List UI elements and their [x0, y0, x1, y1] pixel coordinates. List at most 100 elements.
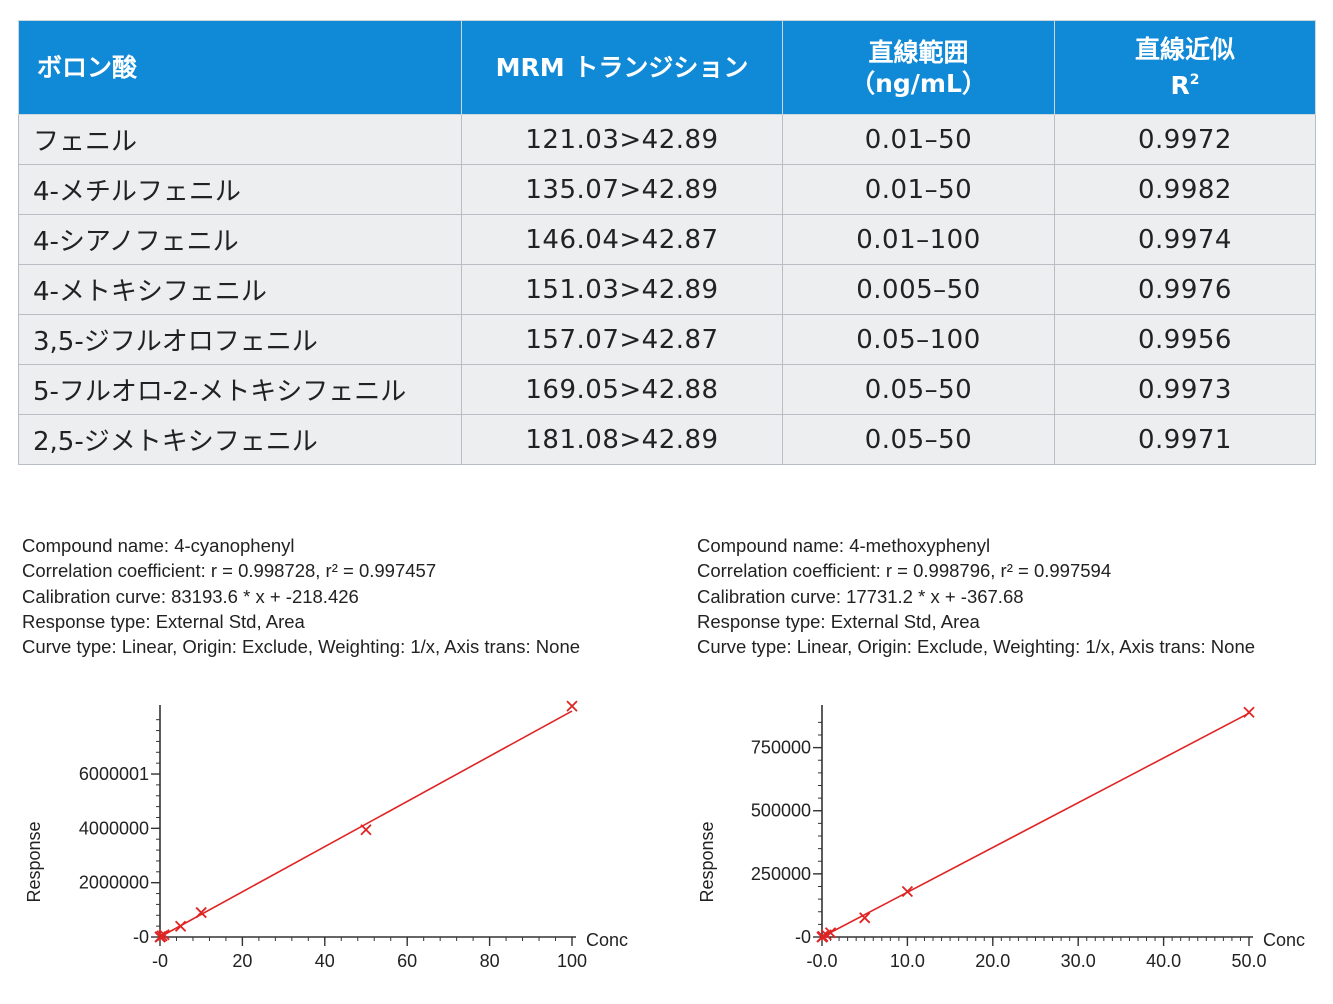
x-tick-label: 20 [232, 951, 252, 971]
cell-r2: 0.9972 [1054, 114, 1316, 165]
x-tick-label: -0 [152, 951, 168, 971]
data-point [859, 912, 871, 924]
cell-range: 0.005–50 [782, 264, 1055, 315]
cell-r2: 0.9974 [1054, 214, 1316, 265]
cell-r2: 0.9973 [1054, 364, 1316, 415]
y-tick-label: 4000000 [79, 818, 149, 838]
point-marker-stroke [566, 700, 578, 712]
y-tick-label: -0 [133, 927, 149, 947]
data-point [817, 930, 829, 943]
x-axis-title: Conc [586, 930, 628, 950]
calibration-fit-line [821, 712, 1250, 938]
point-marker-stroke [859, 912, 871, 924]
x-axis-title: Conc [1263, 930, 1305, 950]
data-point [566, 700, 578, 712]
cell-r2: 0.9976 [1054, 264, 1316, 315]
cell-acid-name: フェニル [18, 114, 462, 165]
cell-acid-name: 4-メトキシフェニル [18, 264, 462, 315]
cell-mrm: 181.08>42.89 [461, 414, 783, 465]
cell-range: 0.01–50 [782, 114, 1055, 165]
x-tick-label: 40.0 [1146, 951, 1181, 971]
y-tick-label: 500000 [751, 801, 811, 821]
table-row: 4-メチルフェニル 135.07>42.89 0.01–50 0.9982 [18, 164, 1316, 215]
cell-mrm: 121.03>42.89 [461, 114, 783, 165]
calibration-chart-4-cyanophenyl: -0 20 40 60 80 100 -0 2000000 4000000 6000001 Conc… [24, 700, 628, 971]
cell-range: 0.05–100 [782, 314, 1055, 365]
cell-mrm: 151.03>42.89 [461, 264, 783, 315]
data-point [195, 906, 207, 919]
cell-mrm: 146.04>42.87 [461, 214, 783, 265]
data-point [901, 885, 914, 898]
x-tick-label: 50.0 [1231, 951, 1266, 971]
x-tick-label: 40 [315, 951, 335, 971]
header-linear-r2-title: 直線近似 [1134, 35, 1235, 64]
x-tick-label: 10.0 [890, 951, 925, 971]
cell-mrm: 169.05>42.88 [461, 364, 783, 415]
cell-acid-name: 5-フルオロ-2-メトキシフェニル [18, 364, 462, 415]
header-boronic-acid: ボロン酸 [18, 20, 462, 115]
info-compound-name: Compound name: 4-cyanophenyl [22, 535, 295, 556]
point-marker-stroke [901, 885, 914, 898]
cell-range: 0.05–50 [782, 364, 1055, 415]
x-tick-label: 60 [397, 951, 417, 971]
cell-acid-name: 2,5-ジメトキシフェニル [18, 414, 462, 465]
point-marker-stroke [158, 929, 170, 941]
cell-range: 0.05–50 [782, 414, 1055, 465]
info-calibration-curve: Calibration curve: 17731.2 * x + -367.68 [697, 585, 1024, 607]
cell-mrm: 157.07>42.87 [461, 314, 783, 365]
x-tick-label: 20.0 [975, 951, 1010, 971]
info-correlation: Correlation coefficient: r = 0.998796, r… [697, 560, 1112, 582]
info-calibration-curve: Calibration curve: 83193.6 * x + -218.42… [22, 585, 359, 607]
calibration-info-4-cyanophenyl: Compound name: 4-cyanophenyl Correlation… [22, 533, 580, 659]
y-tick-label: 6000001 [79, 764, 149, 784]
header-mrm-transition: MRM トランジション [461, 20, 783, 115]
header-linear-r2: 直線近似 R2 [1054, 20, 1316, 115]
data-point [1243, 706, 1255, 718]
data-point [174, 920, 187, 932]
cell-r2: 0.9982 [1054, 164, 1316, 215]
cell-acid-name: 3,5-ジフルオロフェニル [18, 314, 462, 365]
cell-range: 0.01–50 [782, 164, 1055, 215]
info-curve-type: Curve type: Linear, Origin: Exclude, Wei… [697, 636, 1256, 658]
info-compound-name: Compound name: 4-methoxyphenyl [697, 535, 991, 556]
cell-acid-name: 4-メチルフェニル [18, 164, 462, 215]
y-tick-label: -0 [795, 927, 811, 947]
data-point [360, 824, 372, 836]
x-tick-label: 30.0 [1061, 951, 1096, 971]
table-row: フェニル 121.03>42.89 0.01–50 0.9972 [18, 114, 1316, 165]
header-linear-range-title: 直線範囲 [868, 37, 969, 67]
point-marker-stroke [1243, 706, 1255, 718]
y-tick-label: 750000 [751, 738, 811, 758]
info-response-type: Response type: External Std, Area [697, 610, 980, 632]
table-row: 2,5-ジメトキシフェニル 181.08>42.89 0.05–50 0.9971 [18, 414, 1316, 465]
table-row: 4-メトキシフェニル 151.03>42.89 0.005–50 0.9976 [18, 264, 1316, 315]
cell-acid-name: 4-シアノフェニル [18, 214, 462, 265]
header-linear-r2-symbol: R2 [1063, 65, 1307, 101]
y-axis-title: Response [697, 821, 717, 902]
table-row: 5-フルオロ-2-メトキシフェニル 169.05>42.88 0.05–50 0.99… [18, 364, 1316, 415]
header-linear-range-unit: （ng/mL） [850, 68, 987, 98]
data-point [158, 929, 170, 941]
cell-r2: 0.9956 [1054, 314, 1316, 365]
point-marker-stroke [195, 906, 207, 919]
y-axis-title: Response [24, 821, 44, 902]
point-marker-stroke [174, 920, 187, 932]
calibration-fit-line [159, 710, 573, 938]
point-marker-stroke [360, 824, 372, 836]
cell-range: 0.01–100 [782, 214, 1055, 265]
point-marker-stroke [824, 927, 837, 939]
calibration-chart-4-methoxyphenyl: -0.0 10.0 20.0 30.0 40.0 50.0 -0 250000 500000 75… [697, 705, 1305, 971]
info-correlation: Correlation coefficient: r = 0.998728, r… [22, 560, 437, 582]
header-linear-range: 直線範囲 （ng/mL） [782, 20, 1055, 115]
calibration-info-4-methoxyphenyl: Compound name: 4-methoxyphenyl Correlati… [697, 533, 1255, 659]
data-point [824, 927, 837, 939]
y-tick-label: 250000 [751, 864, 811, 884]
cell-mrm: 135.07>42.89 [461, 164, 783, 215]
info-response-type: Response type: External Std, Area [22, 610, 305, 632]
point-marker-stroke [817, 930, 829, 943]
table-row: 4-シアノフェニル 146.04>42.87 0.01–100 0.9974 [18, 214, 1316, 265]
table-header-row: ボロン酸 MRM トランジション 直線範囲 （ng/mL） 直線近似 R2 [18, 20, 1316, 115]
x-tick-label: -0.0 [806, 951, 837, 971]
r-superscript: 2 [1189, 72, 1200, 88]
y-tick-label: 2000000 [79, 873, 149, 893]
